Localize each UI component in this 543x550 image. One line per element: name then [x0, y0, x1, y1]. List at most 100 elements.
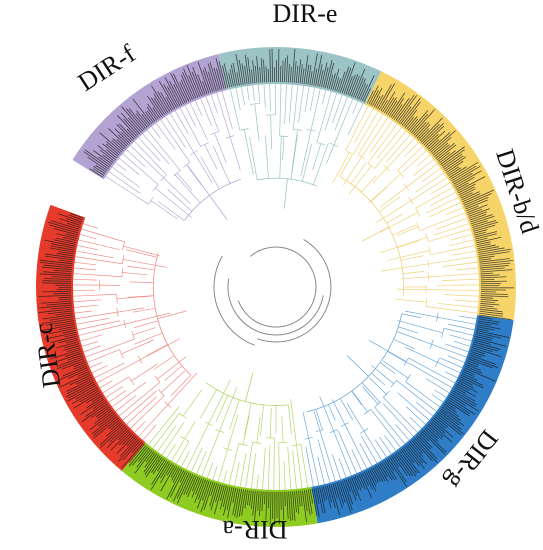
branch	[250, 453, 256, 489]
leaf-label	[95, 164, 107, 173]
leaf-label	[150, 97, 164, 117]
leaf-label	[252, 490, 256, 516]
leaf-label	[73, 391, 101, 409]
branch	[122, 259, 168, 268]
leaf-label	[336, 482, 345, 505]
leaf-label	[480, 267, 505, 271]
branch	[393, 338, 415, 349]
leaf-label	[150, 461, 169, 490]
branch	[430, 245, 475, 256]
leaf-label	[466, 205, 479, 212]
branch	[118, 157, 140, 176]
branch	[300, 444, 309, 488]
leaf-label	[160, 462, 171, 479]
leaf-label	[478, 318, 501, 323]
branch	[406, 163, 438, 188]
branch	[147, 406, 180, 445]
branch	[434, 223, 469, 236]
leaf-label	[479, 308, 503, 313]
branch	[304, 436, 313, 440]
branch	[138, 404, 169, 437]
leaf-label	[284, 58, 286, 83]
branch	[121, 339, 154, 355]
branch	[331, 399, 346, 425]
branch	[279, 84, 282, 137]
leaf-label	[480, 293, 508, 295]
leaf-label	[53, 269, 72, 273]
branch	[405, 347, 438, 363]
leaf-label	[429, 422, 453, 443]
backbone	[213, 255, 255, 346]
leaf-label	[200, 481, 212, 513]
leaf-label	[472, 221, 499, 230]
leaf-label	[347, 74, 356, 96]
leaf-label	[111, 140, 124, 151]
leaf-label	[53, 292, 72, 295]
leaf-label	[271, 48, 274, 83]
branch	[74, 304, 99, 308]
branch	[301, 143, 312, 182]
leaf-label	[249, 490, 252, 506]
leaf-label	[336, 78, 341, 92]
leaf-label	[105, 143, 120, 156]
leaf-label	[126, 436, 137, 447]
clade-band	[364, 71, 516, 321]
branch	[363, 430, 383, 461]
branch	[402, 271, 424, 275]
leaf-label	[424, 428, 439, 442]
branch	[415, 172, 445, 193]
branch	[397, 170, 405, 178]
branch	[76, 318, 109, 325]
clade-label: DIR-f	[73, 39, 141, 97]
branch	[440, 357, 463, 368]
leaf-label	[42, 280, 72, 282]
leaf-label	[319, 69, 324, 87]
branch	[171, 440, 185, 462]
leaf-label	[171, 467, 180, 481]
branch	[425, 298, 428, 307]
leaf-label	[445, 160, 464, 173]
branch	[397, 226, 419, 236]
branch	[291, 129, 298, 174]
branch	[338, 458, 347, 478]
leaf-label	[192, 66, 204, 96]
leaf-label	[230, 64, 236, 87]
leaf-label	[291, 49, 296, 83]
leaf-label	[106, 149, 117, 159]
leaf-label	[440, 408, 465, 427]
leaf-label	[473, 341, 501, 350]
branch	[244, 372, 254, 402]
leaf-label	[141, 113, 151, 126]
leaf-label	[305, 64, 310, 85]
branch	[134, 421, 146, 433]
branch	[386, 138, 415, 169]
leaf-label	[452, 165, 481, 183]
backbone	[227, 278, 324, 336]
branch	[125, 249, 158, 258]
leaf-label	[120, 112, 141, 135]
branch	[372, 167, 388, 184]
leaf-label	[400, 97, 421, 125]
leaf-label	[85, 393, 102, 404]
leaf-label	[403, 446, 420, 467]
branch	[410, 177, 448, 202]
leaf-label	[73, 363, 87, 370]
leaf-label	[215, 484, 221, 503]
leaf-label	[56, 233, 77, 240]
branch	[409, 416, 422, 429]
leaf-label	[38, 294, 72, 297]
leaf-label	[399, 450, 418, 474]
leaf-label	[98, 156, 111, 167]
leaf-label	[121, 442, 144, 469]
leaf-label	[311, 488, 318, 517]
branch	[369, 377, 387, 395]
leaf-label	[299, 64, 303, 84]
leaf-label	[476, 241, 491, 246]
branch	[455, 267, 479, 271]
leaf-label	[463, 369, 475, 376]
leaf-label	[173, 84, 184, 105]
branch	[445, 207, 463, 216]
leaf-label	[432, 419, 454, 438]
branch	[118, 382, 161, 417]
leaf-label	[463, 193, 492, 206]
